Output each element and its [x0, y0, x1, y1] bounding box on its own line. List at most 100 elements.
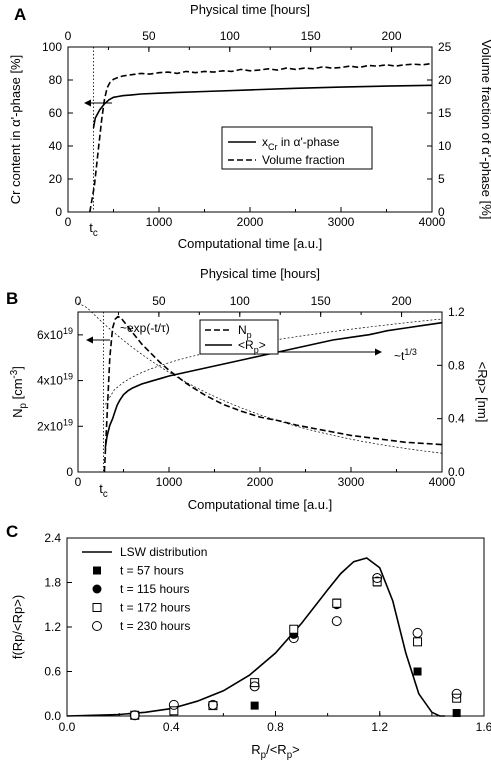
- panel-a-x-axis-label: 0: [65, 215, 72, 229]
- panel-c-x-axis-title: Rp/<Rp>: [251, 742, 299, 761]
- panel-a-legend-entry-part: in α'-phase: [278, 135, 340, 149]
- panel-b-x-axis-label: 0: [75, 475, 82, 489]
- panel-a-left-axis-label: 100: [42, 40, 62, 54]
- panel-a-right-axis-label: 5: [438, 172, 445, 186]
- panel-c-legend-swatch: [93, 566, 101, 575]
- panel-c-y-axis-title: f(Rp/<Rp>): [10, 595, 25, 659]
- panel-a-right-axis-label: 20: [438, 73, 452, 87]
- panel-b-left-axis-label-part: 4x10: [37, 374, 63, 388]
- panel-b-left-arrow-head: [86, 336, 93, 344]
- panel-b-legend-box: [199, 319, 279, 355]
- panel-c-legend-entry: t = 230 hours: [120, 619, 190, 633]
- panel-c-legend-swatch: [92, 584, 102, 594]
- panel-b-left-axis-label-part: 0: [66, 465, 73, 479]
- panel-a-top-axis-label: 200: [382, 29, 402, 43]
- panel-b-right-arrow-head: [375, 348, 382, 356]
- panel-c-x-axis-title-part: p: [287, 750, 293, 761]
- panel-b-top-axis-label: 100: [230, 294, 250, 308]
- panel-b-top-axis-label: 200: [392, 294, 412, 308]
- panel-c-x-axis-label: 1.2: [371, 720, 388, 734]
- panel-b-legend-entry-part: <R: [238, 338, 254, 352]
- panel-a-x-axis-label: 1000: [146, 215, 173, 229]
- panel-a-legend-box: [221, 126, 373, 170]
- panel-b-tc-label: tc: [99, 481, 108, 500]
- panel-b-top-axis-label: 0: [75, 294, 82, 308]
- panel-a-right-axis-label: 15: [438, 106, 452, 120]
- panel-a-series-xcr: [92, 84, 433, 128]
- panel-a-left-axis-label: 0: [55, 205, 62, 219]
- panel-b-top-axis-title: Physical time [hours]: [200, 266, 320, 281]
- panel-a-top-axis-label: 0: [65, 29, 72, 43]
- panel-c-point: [250, 701, 259, 710]
- panel-b-tc-label-part: t: [99, 481, 103, 496]
- panel-c-x-axis-title-part: /<R: [266, 742, 287, 757]
- panel-b-x-axis-label: 3000: [338, 475, 365, 489]
- panel-c-x-axis-title-part: p: [261, 750, 267, 761]
- panel-c-point: [413, 637, 423, 647]
- panel-a-top-axis-label: 50: [142, 29, 156, 43]
- panel-b-series-rp: [104, 321, 443, 449]
- panel-c-x-axis-label: 0.8: [267, 720, 284, 734]
- panel-b-left-axis-title-part: p: [18, 402, 29, 408]
- panel-b-power-annotation: ~t1/3: [394, 347, 417, 363]
- panel-c-point: [452, 709, 461, 718]
- panel-a-left-axis-label: 40: [49, 139, 63, 153]
- panel-c-point: [130, 710, 140, 720]
- panel-c-label: C: [6, 522, 18, 541]
- panel-b-left-axis-title-part: -3: [9, 370, 20, 379]
- panel-c-point: [413, 667, 422, 676]
- panel-a-tc-label: tc: [89, 220, 98, 239]
- panel-a-left-axis-label: 20: [49, 172, 63, 186]
- panel-c-point: [249, 681, 260, 692]
- panel-b-left-axis-label: 6x1019: [37, 326, 73, 342]
- panel-b-x-axis-title: Computational time [a.u.]: [188, 497, 333, 512]
- panel-c-legend-entry: t = 57 hours: [120, 564, 184, 578]
- panel-b-legend-entry-part: >: [259, 338, 266, 352]
- panel-c-point: [412, 627, 423, 638]
- panel-b-legend-entry-part: N: [238, 323, 247, 337]
- panel-b-left-axis-title-part: N: [10, 408, 25, 417]
- panel-c-legend-swatch: [92, 621, 102, 631]
- panel-c-x-axis-label: 0.0: [59, 720, 76, 734]
- panel-b-right-axis-label: 0.8: [448, 358, 465, 372]
- panel-a-top-axis-label: 100: [220, 29, 240, 43]
- panel-c-y-axis-label: 2.4: [44, 531, 61, 545]
- panel-b-legend-entry-part: p: [254, 345, 259, 355]
- panel-b-left-axis-label-part: 19: [63, 417, 73, 427]
- panel-c-y-axis-label: 1.2: [44, 620, 61, 634]
- panel-a-label: A: [14, 5, 26, 24]
- panel-b-left-axis-title: Np [cm-3]: [9, 366, 29, 418]
- panel-b-power-annotation-part: 1/3: [404, 347, 417, 357]
- panel-b-left-axis-label-part: 6x10: [37, 328, 63, 342]
- panel-c-legend: LSW distribution t = 57 hours t = 115 hour…: [82, 545, 207, 633]
- panel-b-power-annotation-part: ~t: [394, 349, 405, 363]
- panel-a-legend-entry-part: x: [262, 135, 268, 149]
- panel-a-tc-label-part: c: [93, 228, 98, 239]
- panel-b-exp-fit-line: [77, 302, 443, 454]
- panel-a-top-axis-label: 150: [301, 29, 321, 43]
- panel-b-top-axis-label: 50: [152, 294, 166, 308]
- panel-b-legend-entry: Np: [238, 323, 252, 340]
- panel-a-right-axis-label: 10: [438, 139, 452, 153]
- panel-c-point: [372, 577, 382, 587]
- panel-b-left-axis-label-part: 19: [63, 326, 73, 336]
- panel-a-legend-entry-part: Cr: [268, 142, 278, 152]
- panel-b-legend-entry-part: p: [247, 330, 252, 340]
- panel-b-tc-label-part: c: [103, 489, 108, 500]
- panel-a-x-axis-label: 2000: [237, 215, 264, 229]
- panel-b-left-axis-label: 0: [66, 465, 73, 479]
- panel-b-right-axis-title: <Rp> [nm]: [475, 362, 490, 423]
- panel-b-right-axis-label: 1.2: [448, 305, 465, 319]
- panel-c-x-axis-label: 0.4: [163, 720, 180, 734]
- panel-c-legend-entry: t = 172 hours: [120, 601, 190, 615]
- panel-c-point: [288, 633, 299, 644]
- panel-a-legend-entry: xCr in α'-phase: [262, 135, 340, 152]
- panel-a-right-axis-title: Volume fraction of α'-phase [%]: [479, 40, 491, 220]
- panel-c-legend-entry: LSW distribution: [120, 545, 207, 559]
- panel-c-series-3: [129, 573, 462, 721]
- panel-b-label: B: [6, 289, 18, 308]
- panel-b-x-axis-label: 4000: [429, 475, 456, 489]
- panel-b-left-axis-label-part: 2x10: [37, 419, 63, 433]
